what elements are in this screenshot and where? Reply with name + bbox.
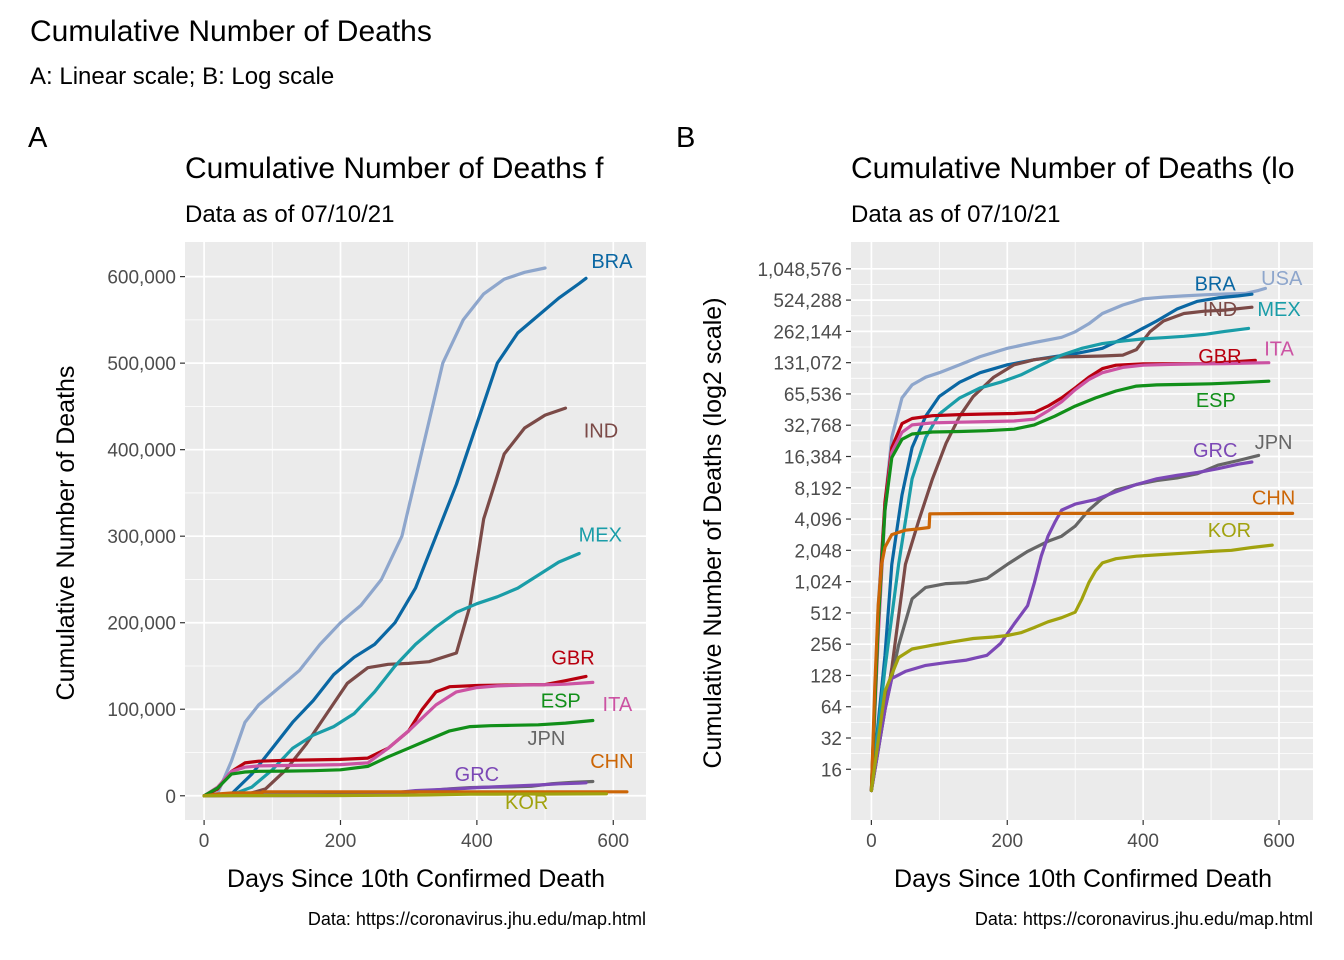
figure-subtitle: A: Linear scale; B: Log scale xyxy=(30,63,334,90)
plot-background xyxy=(851,242,1313,820)
y-tick-label: 524,288 xyxy=(773,291,842,312)
x-tick-label: 0 xyxy=(199,831,210,852)
series-line-esp xyxy=(869,379,1271,793)
x-tick-label: 400 xyxy=(461,831,493,852)
series-label-chn: CHN xyxy=(590,751,633,773)
y-tick-label: 0 xyxy=(165,787,176,808)
series-line-kor xyxy=(202,792,609,798)
y-tick-label: 400,000 xyxy=(107,441,176,462)
y-tick-label: 65,536 xyxy=(784,385,842,406)
y-tick-label: 600,000 xyxy=(107,268,176,289)
series-line-usa xyxy=(869,286,1268,793)
panel-title: Cumulative Number of Deaths (lo xyxy=(851,152,1295,185)
series-group xyxy=(202,266,629,798)
x-tick-label: 600 xyxy=(1263,831,1295,852)
series-label-kor: KOR xyxy=(505,792,548,814)
figure-title: Cumulative Number of Deaths xyxy=(30,15,432,48)
series-line-mex xyxy=(869,326,1251,793)
x-tick-label: 400 xyxy=(1127,831,1159,852)
series-line-grc xyxy=(869,460,1254,793)
series-label-bra: BRA xyxy=(591,251,633,273)
panel-subtitle: Data as of 07/10/21 xyxy=(185,201,394,228)
series-line-kor xyxy=(869,543,1274,793)
y-tick-label: 100,000 xyxy=(107,700,176,721)
series-line-ind xyxy=(869,305,1254,793)
series-line-bra xyxy=(202,276,588,798)
series-label-gbr: GBR xyxy=(1198,346,1241,368)
series-label-mex: MEX xyxy=(1257,299,1300,321)
series-label-chn: CHN xyxy=(1252,488,1295,510)
series-line-usa xyxy=(202,266,547,798)
y-tick-label: 64 xyxy=(821,698,843,719)
panel-tag: A xyxy=(28,122,48,154)
series-label-gbr: GBR xyxy=(551,647,594,669)
series-line-jpn xyxy=(869,453,1261,793)
y-tick-label: 1,048,576 xyxy=(757,260,842,281)
x-tick-label: 200 xyxy=(325,831,357,852)
x-tick-label: 600 xyxy=(597,831,629,852)
series-label-esp: ESP xyxy=(1196,390,1236,412)
y-tick-label: 300,000 xyxy=(107,527,176,548)
panel-tag: B xyxy=(676,122,695,154)
panel-subtitle: Data as of 07/10/21 xyxy=(851,201,1060,228)
series-label-ind: IND xyxy=(1203,299,1237,321)
caption: Data: https://coronavirus.jhu.edu/map.ht… xyxy=(975,909,1313,929)
plot-background xyxy=(185,242,646,820)
series-label-esp: ESP xyxy=(541,691,581,713)
series-label-ita: ITA xyxy=(1264,338,1294,360)
series-label-jpn: JPN xyxy=(1255,432,1293,454)
series-label-kor: KOR xyxy=(1208,520,1251,542)
y-tick-label: 128 xyxy=(810,666,842,687)
series-label-grc: GRC xyxy=(455,764,499,786)
series-line-chn xyxy=(869,511,1295,793)
series-line-ita xyxy=(869,361,1271,793)
series-label-mex: MEX xyxy=(579,524,622,546)
series-label-ita: ITA xyxy=(603,694,633,716)
y-tick-label: 16,384 xyxy=(784,447,843,468)
series-label-jpn: JPN xyxy=(528,728,566,750)
y-tick-label: 2,048 xyxy=(794,541,842,562)
panel-b: B Cumulative Number of Deaths (lo Data a… xyxy=(676,122,1313,929)
y-tick-label: 16 xyxy=(821,760,842,781)
series-label-ind: IND xyxy=(584,421,618,443)
caption: Data: https://coronavirus.jhu.edu/map.ht… xyxy=(308,909,646,929)
y-tick-label: 262,144 xyxy=(773,322,842,343)
y-tick-label: 200,000 xyxy=(107,614,176,635)
y-tick-label: 131,072 xyxy=(773,354,842,375)
panel-title: Cumulative Number of Deaths f xyxy=(185,152,604,185)
x-axis-label: Days Since 10th Confirmed Death xyxy=(894,865,1272,893)
series-label-grc: GRC xyxy=(1193,440,1237,462)
y-tick-label: 8,192 xyxy=(794,479,842,500)
series-line-esp xyxy=(202,718,595,798)
y-tick-label: 1,024 xyxy=(794,573,842,594)
panel-a: A Cumulative Number of Deaths f Data as … xyxy=(28,122,646,929)
plot-area: 0 200 400 600 0 100,000 200,000 300,000 400,000 5… xyxy=(107,242,646,852)
y-tick-label: 256 xyxy=(810,635,842,656)
series-group xyxy=(869,286,1295,793)
y-tick-label: 32,768 xyxy=(784,416,842,437)
y-tick-label: 500,000 xyxy=(107,354,176,375)
plot-area: 0 200 400 600 16 32 64 128 256 512 1,024 2,048 4,096… xyxy=(757,242,1313,852)
x-tick-label: 200 xyxy=(991,831,1023,852)
y-tick-label: 512 xyxy=(810,604,842,625)
y-tick-label: 4,096 xyxy=(794,510,842,531)
y-axis-label: Cumulative Number of Deaths (log2 scale) xyxy=(699,297,727,768)
x-axis-label: Days Since 10th Confirmed Death xyxy=(227,865,605,893)
series-line-ita xyxy=(202,680,595,798)
y-axis-label: Cumulative Number of Deaths xyxy=(52,366,80,701)
y-tick-label: 32 xyxy=(821,729,842,750)
series-label-bra: BRA xyxy=(1195,273,1237,295)
series-label-usa: USA xyxy=(1261,268,1303,290)
x-tick-label: 0 xyxy=(866,831,877,852)
